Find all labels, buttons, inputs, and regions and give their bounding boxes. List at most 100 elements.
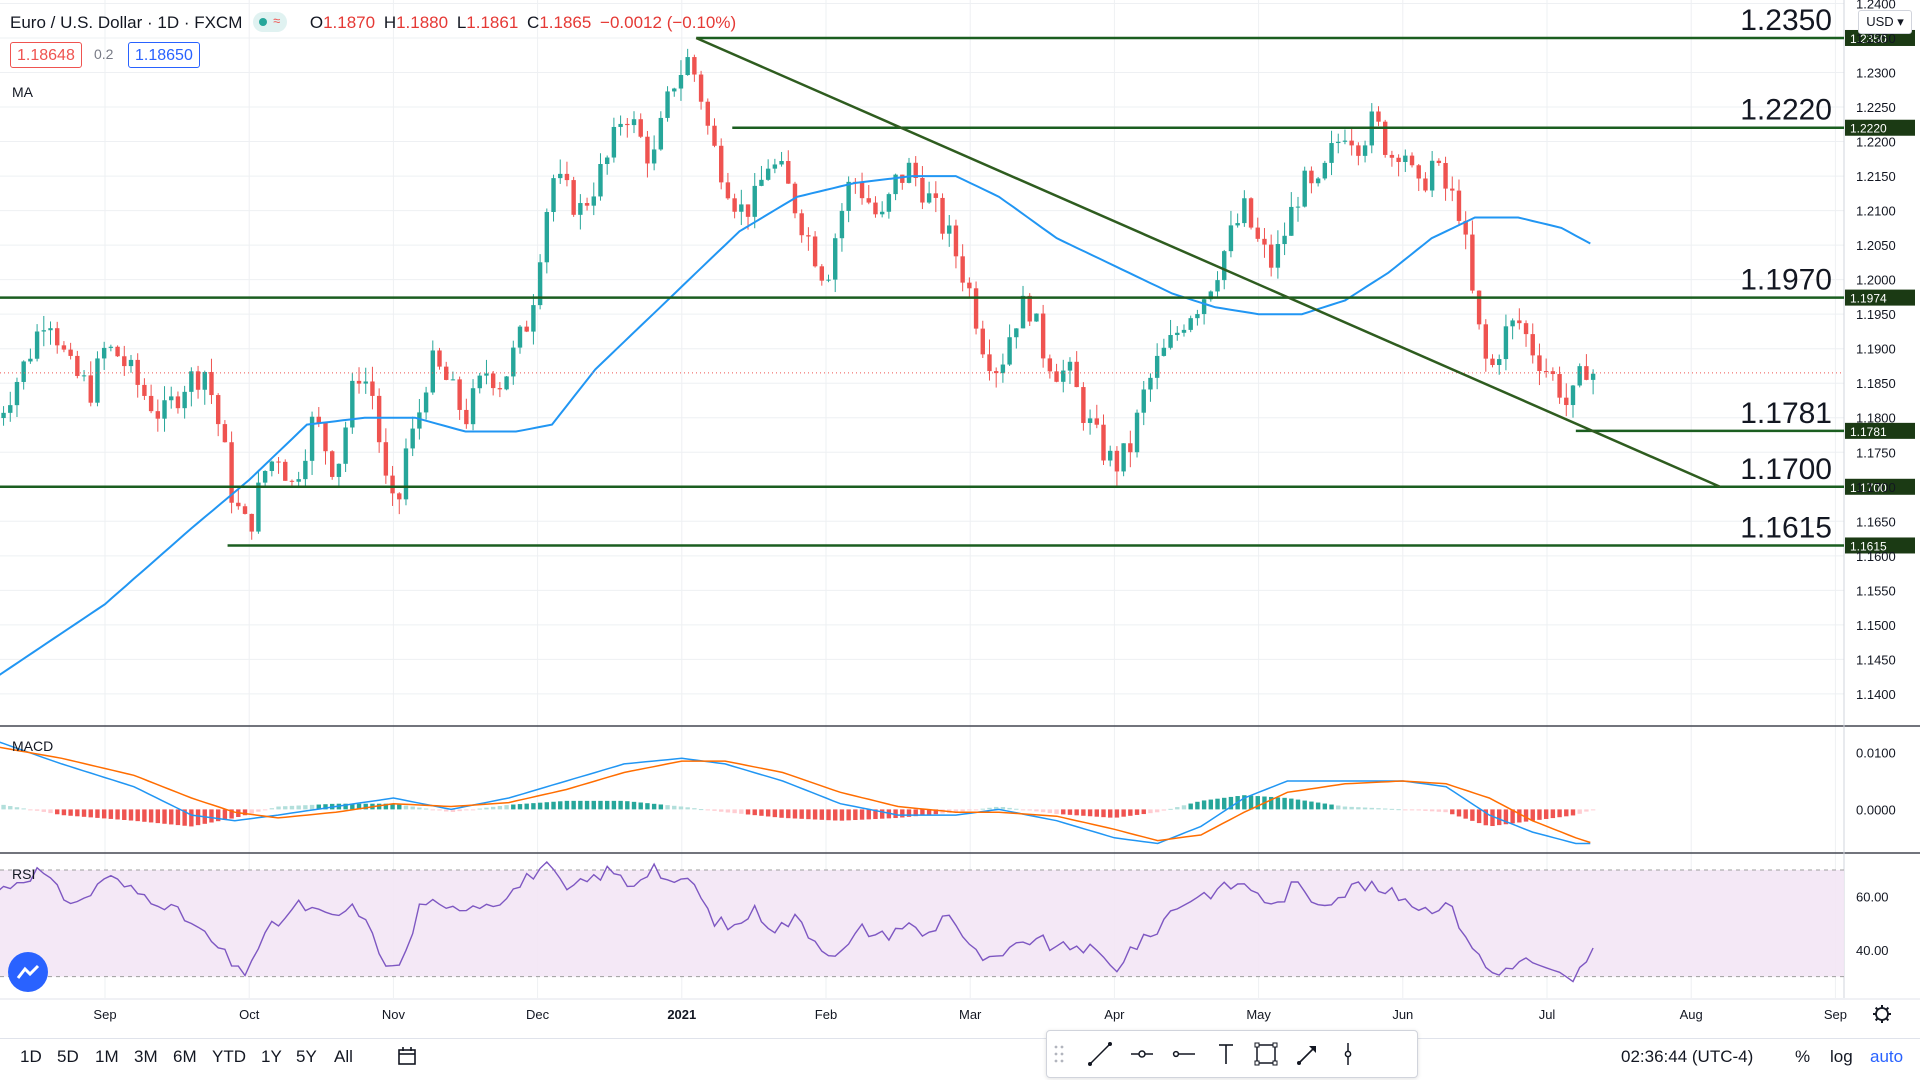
ohlc-high: H1.1880: [383, 13, 449, 32]
macd-histogram-bar: [651, 803, 657, 810]
macd-histogram-bar: [142, 809, 147, 822]
horizontal-ray-icon[interactable]: [1127, 1039, 1157, 1069]
macd-histogram-bar: [1081, 809, 1086, 816]
macd-histogram-bar: [1108, 809, 1113, 818]
candle-body: [249, 513, 254, 532]
candle-body: [1497, 359, 1502, 365]
timeframe-1m-button[interactable]: 1M: [95, 1047, 119, 1066]
level-price-tag-label: 1.1974: [1850, 292, 1887, 306]
macd-histogram-bar: [866, 809, 871, 820]
settings-gear-icon[interactable]: [1873, 1005, 1891, 1023]
candle-body: [1081, 387, 1086, 423]
candle-body: [323, 422, 328, 452]
candle-body: [846, 181, 851, 211]
timeframe-ytd-button[interactable]: YTD: [212, 1047, 246, 1066]
timeframe-1y-button[interactable]: 1Y: [261, 1047, 282, 1066]
candle-body: [645, 136, 650, 164]
macd-histogram-bar: [953, 809, 959, 813]
date-range-icon[interactable]: [396, 1045, 418, 1067]
candle-body: [450, 379, 456, 381]
horizontal-line-icon[interactable]: [1169, 1039, 1199, 1069]
candle-body: [1201, 299, 1207, 315]
timeframe-3m-button[interactable]: 3M: [134, 1047, 158, 1066]
macd-histogram-bar: [1443, 809, 1448, 813]
level-big-label: 1.2350: [1740, 4, 1832, 37]
macd-label[interactable]: MACD: [12, 738, 54, 754]
tradingview-logo-icon[interactable]: [8, 952, 48, 992]
candle-body: [913, 162, 918, 178]
candle-body: [1409, 155, 1415, 166]
macd-histogram-bar: [410, 806, 415, 810]
rectangle-tool-icon[interactable]: [1251, 1039, 1281, 1069]
candle-body: [410, 428, 415, 449]
macd-histogram-bar: [826, 809, 831, 821]
auto-scale-toggle[interactable]: auto: [1870, 1047, 1904, 1066]
candle-body: [779, 161, 784, 165]
macd-histogram-bar: [376, 803, 382, 810]
macd-histogram-bar: [1584, 809, 1589, 812]
macd-histogram-bar: [759, 809, 764, 816]
ma-indicator-label[interactable]: MA: [12, 84, 33, 100]
timeframe-6m-button[interactable]: 6M: [173, 1047, 197, 1066]
candle-body: [618, 123, 623, 127]
text-tool-icon[interactable]: [1211, 1039, 1241, 1069]
drag-handle-icon[interactable]: [1051, 1039, 1067, 1069]
macd-histogram-bar: [551, 801, 556, 810]
live-indicator: ≈: [253, 12, 288, 32]
candle-body: [1181, 329, 1187, 333]
macd-histogram-bar: [1000, 807, 1006, 810]
candle-body: [1014, 328, 1019, 338]
candle-body: [873, 202, 878, 215]
trend-line-icon[interactable]: [1085, 1039, 1115, 1069]
candle-body: [1342, 140, 1348, 142]
timeframe-all-button[interactable]: All: [334, 1047, 353, 1066]
log-scale-toggle[interactable]: log: [1830, 1047, 1853, 1066]
candle-body: [1161, 347, 1167, 356]
macd-histogram-bar: [645, 803, 650, 810]
candle-body: [403, 448, 409, 500]
candle-body: [1389, 154, 1395, 158]
candle-body: [1349, 140, 1354, 146]
macd-histogram-bar: [417, 807, 422, 810]
rsi-label[interactable]: RSI: [12, 866, 36, 882]
level-big-label: 1.1781: [1740, 397, 1832, 430]
candle-body: [960, 256, 965, 283]
macd-histogram-bar: [1275, 797, 1281, 810]
candle-body: [1215, 280, 1220, 292]
macd-histogram-bar: [470, 809, 476, 811]
currency-button[interactable]: USD ▾: [1858, 10, 1912, 34]
legend-row: Euro / U.S. Dollar · 1D · FXCM ≈ O1.1870…: [10, 12, 736, 33]
vertical-line-icon[interactable]: [1333, 1039, 1363, 1069]
candle-body: [1175, 332, 1180, 336]
price-tick-label: 1.2350: [1856, 31, 1896, 46]
candle-body: [1570, 385, 1576, 406]
candle-body: [1121, 443, 1126, 472]
percent-scale-toggle[interactable]: %: [1795, 1047, 1811, 1066]
clock-timezone[interactable]: 02:36:44 (UTC-4): [1621, 1047, 1754, 1066]
buy-price[interactable]: 1.18650: [128, 42, 200, 68]
timeframe-1d-button[interactable]: 1D: [20, 1047, 42, 1066]
candle-body: [363, 381, 368, 384]
level-price-tag: [1845, 119, 1915, 136]
macd-histogram-bar: [222, 809, 228, 820]
candle-body: [470, 388, 476, 425]
timeframe-5d-button[interactable]: 5D: [57, 1047, 79, 1066]
moving-average-line: [0, 175, 1591, 676]
macd-histogram-bar: [256, 809, 261, 812]
candle-body: [578, 203, 583, 215]
sell-price[interactable]: 1.18648: [10, 42, 82, 68]
candle-body: [1295, 206, 1301, 208]
candle-body: [980, 328, 985, 355]
candle-body: [712, 125, 717, 146]
gear-tooth: [1885, 1017, 1890, 1022]
candle-body: [658, 117, 664, 150]
candle-body: [1443, 163, 1448, 189]
level-big-label: 1.1970: [1740, 264, 1832, 297]
macd-histogram-bar: [993, 806, 999, 810]
macd-histogram-bar: [21, 808, 26, 810]
symbol-title[interactable]: Euro / U.S. Dollar · 1D · FXCM: [10, 13, 243, 32]
arrow-tool-icon[interactable]: [1293, 1039, 1323, 1069]
macd-histogram-bar: [1195, 801, 1200, 810]
timeframe-5y-button[interactable]: 5Y: [296, 1047, 317, 1066]
